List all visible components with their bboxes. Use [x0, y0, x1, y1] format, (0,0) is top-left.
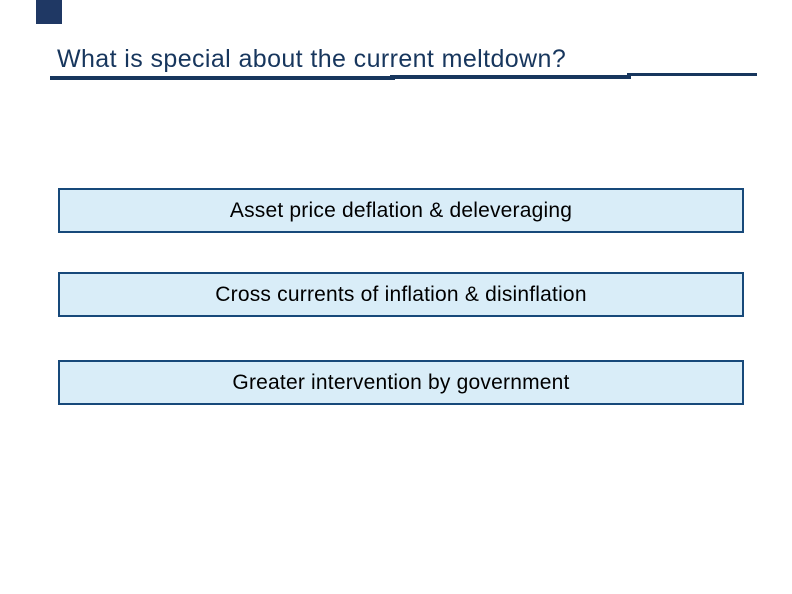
title-underline-segment [627, 73, 757, 76]
content-box-label: Greater intervention by government [232, 370, 570, 394]
content-box-asset-price-deflation: Asset price deflation & deleveraging [58, 188, 744, 233]
title-underline-segment [390, 75, 631, 79]
title-underline-segment [50, 76, 395, 80]
content-box-label: Asset price deflation & deleveraging [229, 198, 573, 222]
content-box-government-intervention: Greater intervention by government [58, 360, 744, 405]
slide-title: What is special about the current meltdo… [57, 45, 567, 73]
corner-accent-rect [36, 0, 62, 24]
content-box-cross-currents: Cross currents of inflation & disinflati… [58, 272, 744, 317]
content-box-label: Cross currents of inflation & disinflati… [215, 282, 587, 306]
